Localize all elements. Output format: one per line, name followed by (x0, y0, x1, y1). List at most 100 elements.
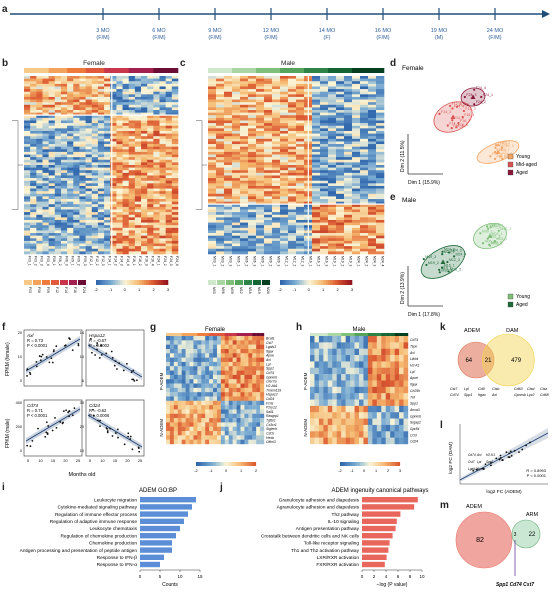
heatmap-cell (312, 138, 321, 142)
small-heatmap-cell (166, 392, 171, 397)
heatmap-cell (208, 81, 217, 85)
small-heatmap-cell (244, 400, 249, 406)
heatmap-cell (48, 214, 56, 218)
heatmap-cell (248, 199, 257, 202)
heatmap-cell (79, 162, 86, 166)
row-group-label: P-ADEM (159, 372, 164, 390)
small-heatmap-cell (314, 336, 320, 343)
small-heatmap-cell (166, 348, 171, 354)
heatmap-cell (344, 172, 353, 176)
heatmap-cell (344, 86, 353, 90)
scatter-r: R = -0.62 (89, 408, 107, 413)
heatmap-cell (116, 120, 123, 124)
scatter-r: R = 0.8993 (526, 468, 546, 473)
heatmap-cell (54, 130, 62, 134)
heatmap-cell (256, 102, 265, 106)
heatmap-cell (153, 96, 160, 100)
heatmap-cell (104, 112, 111, 116)
heatmap-cell (376, 154, 385, 158)
heatmap-cell (344, 212, 353, 216)
scatter-point (508, 456, 511, 459)
heatmap-cell (280, 209, 289, 213)
small-heatmap-cell (372, 437, 378, 445)
small-heatmap-group-bar (318, 333, 324, 336)
scatter-point (50, 357, 53, 360)
small-heatmap-cell (193, 357, 198, 363)
small-heatmap-cell (256, 405, 261, 410)
scale-bar-cell (120, 280, 123, 285)
scale-tick: 1 (138, 287, 141, 292)
scatter-point (96, 348, 98, 351)
pca-point-label: F09_2 (500, 141, 510, 145)
small-heatmap-gene: Cst7 (266, 341, 273, 345)
small-heatmap-group-bar (341, 333, 346, 336)
heatmap-cell (224, 238, 233, 242)
heatmap-cell (67, 107, 74, 111)
heatmap-cell (352, 238, 361, 242)
heatmap-cell (216, 199, 225, 202)
heatmap-cell (376, 144, 385, 147)
heatmap-cell (153, 149, 160, 153)
small-heatmap-group-bar (385, 333, 391, 336)
scatter-point (106, 431, 109, 434)
heatmap-cell (216, 175, 225, 179)
heatmap-cell (240, 170, 249, 174)
heatmap-cell (312, 162, 321, 166)
small-heatmap-cell (228, 383, 233, 389)
small-heatmap-cell (228, 396, 233, 401)
venn-gene: Cst7 (450, 387, 458, 391)
small-heatmap-cell (224, 431, 229, 436)
scale-bar-cell (375, 462, 378, 466)
heatmap-cell (153, 89, 160, 93)
heatmap-cell (60, 222, 68, 226)
heatmap-cell (224, 123, 233, 127)
small-heatmap-cell (323, 437, 329, 445)
heatmap-cell (360, 212, 369, 216)
small-heatmap-cell (173, 361, 178, 367)
heatmap-cell (320, 120, 329, 124)
heatmap-cell (376, 222, 385, 226)
heatmap-cell (320, 233, 329, 236)
heatmap-cell (54, 180, 62, 184)
small-heatmap-group-bar (209, 333, 214, 336)
heatmap-cell (110, 183, 117, 187)
small-heatmap-cell (372, 431, 378, 438)
heatmap-cell (147, 120, 154, 124)
heatmap-cell (336, 219, 345, 223)
heatmap-cell (208, 217, 217, 221)
heatmap-cell (352, 125, 361, 129)
heatmap-cell (128, 157, 136, 161)
heatmap-cell (171, 141, 179, 145)
heatmap-cell (208, 175, 217, 179)
small-heatmap-group-bar (372, 333, 378, 336)
small-heatmap-cell (216, 405, 222, 410)
scale-bar-cell (308, 280, 312, 285)
heatmap-cell (104, 128, 111, 132)
heatmap-cell (36, 233, 43, 236)
heatmap-cell (240, 104, 249, 108)
heatmap-cell (24, 193, 31, 197)
heatmap-cell (147, 233, 154, 236)
heatmap-cell (344, 149, 353, 153)
heatmap-cell (336, 238, 345, 242)
heatmap-col-label: F14_2 (114, 256, 118, 266)
heatmap-cell (104, 185, 111, 189)
pca-point (481, 242, 485, 245)
heatmap-cell (320, 172, 329, 176)
legend-swatch (217, 280, 225, 285)
small-heatmap-cell (224, 336, 229, 341)
bar (362, 554, 387, 560)
heatmap-cell (272, 96, 281, 100)
heatmap-cell (85, 217, 93, 221)
pca-point (499, 155, 502, 158)
heatmap-cell (224, 214, 233, 218)
heatmap-cell (344, 233, 353, 236)
heatmap-cell (264, 151, 273, 155)
pca-point-label: F09_1 (498, 141, 508, 145)
heatmap-cell (280, 162, 289, 166)
small-heatmap-cell (189, 422, 194, 427)
small-heatmap-cell (244, 431, 249, 436)
heatmap-cell (280, 94, 289, 98)
small-heatmap-cell (181, 361, 186, 367)
heatmap-cell (312, 83, 321, 87)
